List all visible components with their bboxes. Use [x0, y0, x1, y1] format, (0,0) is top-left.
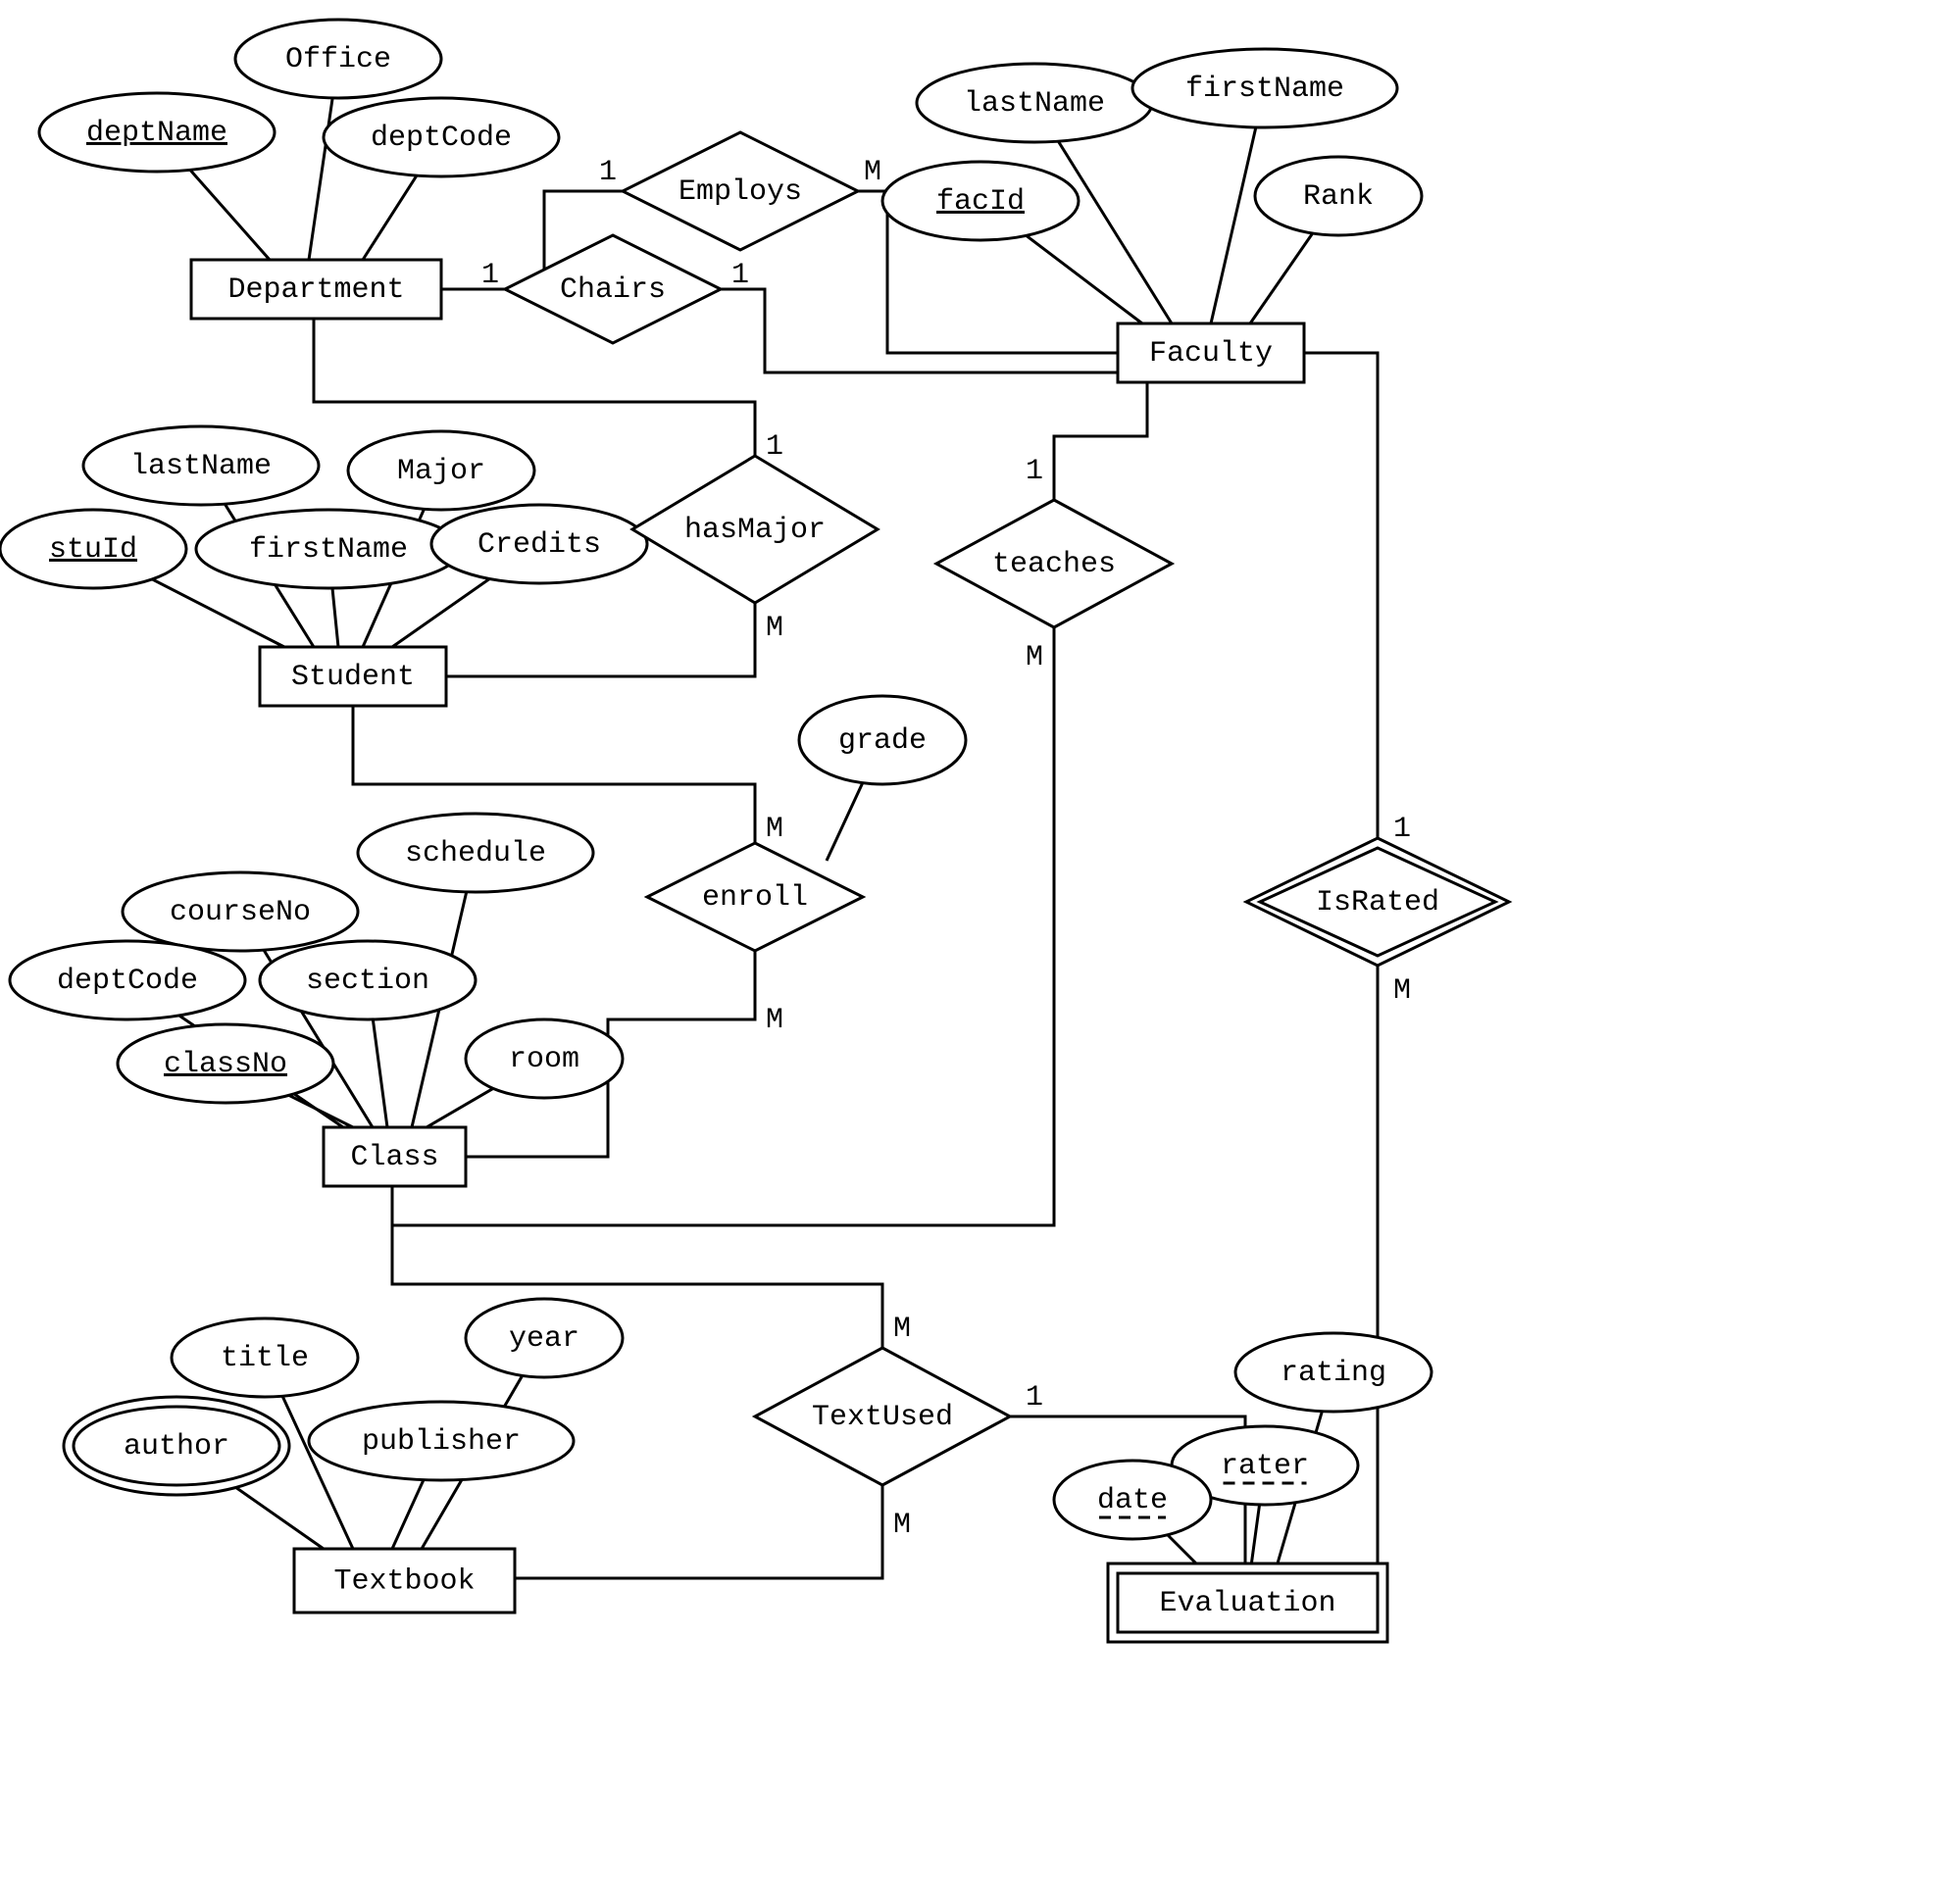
- relationship-label: TextUsed: [812, 1401, 953, 1434]
- relationship-teaches: teaches: [936, 500, 1172, 627]
- attribute-label: deptName: [86, 117, 227, 150]
- attribute-author: author: [64, 1397, 289, 1495]
- cardinality-label: M: [893, 1313, 911, 1346]
- relationship-label: teaches: [992, 548, 1116, 581]
- entity-label: Textbook: [333, 1564, 475, 1598]
- attribute-rating: rating: [1235, 1333, 1432, 1412]
- attribute-stuId: stuId: [0, 510, 186, 588]
- relationship-hasMajor: hasMajor: [632, 456, 878, 603]
- cardinality-label: M: [1026, 641, 1043, 674]
- entity-label: Department: [227, 273, 404, 307]
- cardinality-label: 1: [481, 259, 499, 292]
- entity-label: Class: [350, 1141, 438, 1174]
- attribute-courseNo: courseNo: [123, 872, 358, 951]
- relationship-label: Chairs: [560, 273, 666, 307]
- er-diagram-canvas: deptName Office deptCode lastName firstName f…: [0, 0, 1960, 1887]
- cardinality-label: 1: [599, 156, 617, 189]
- relationship-isRated: IsRated: [1246, 838, 1509, 966]
- entity-class: Class: [324, 1127, 466, 1186]
- attribute-label: Credits: [477, 528, 601, 562]
- attribute-date: date: [1054, 1461, 1211, 1539]
- attribute-section: section: [260, 941, 476, 1019]
- edge-faculty-teaches: [1054, 382, 1147, 513]
- attribute-lastName: lastName: [917, 64, 1152, 142]
- edge-chairs-faculty: [698, 289, 1118, 372]
- attribute-grade: grade: [799, 696, 966, 784]
- relationship-label: IsRated: [1316, 886, 1439, 919]
- attribute-label: date: [1097, 1484, 1168, 1517]
- attribute-schedule: schedule: [358, 814, 593, 892]
- attribute-Rank: Rank: [1255, 157, 1422, 235]
- attribute-label: room: [509, 1043, 579, 1076]
- attribute-label: grade: [838, 724, 927, 758]
- entity-textbook: Textbook: [294, 1549, 515, 1613]
- edge-hasMajor-student: [446, 588, 755, 676]
- attribute-label: rating: [1281, 1357, 1386, 1390]
- entity-label: Student: [291, 661, 415, 694]
- edge-faculty-isRated: [1304, 353, 1378, 859]
- attribute-label: Major: [397, 455, 485, 488]
- cardinality-label: M: [864, 156, 881, 189]
- cardinality-label: M: [1393, 974, 1411, 1008]
- attribute-Credits: Credits: [431, 505, 647, 583]
- attribute-label: deptCode: [371, 122, 512, 155]
- attribute-firstName: firstName: [1132, 49, 1397, 127]
- attribute-label: Office: [285, 43, 391, 76]
- attribute-firstName: firstName: [196, 510, 461, 588]
- relationship-enroll: enroll: [647, 843, 863, 951]
- relationship-label: enroll: [702, 881, 808, 915]
- relationship-employs: Employs: [623, 132, 858, 250]
- cardinality-label: 1: [1393, 813, 1411, 846]
- entity-department: Department: [191, 260, 441, 319]
- relationship-label: hasMajor: [684, 514, 826, 547]
- relationship-textUsed: TextUsed: [755, 1348, 1010, 1485]
- attribute-facId: facId: [882, 162, 1079, 240]
- attribute-label: section: [306, 965, 429, 998]
- cardinality-label: M: [766, 1004, 783, 1037]
- attribute-label: deptCode: [57, 965, 198, 998]
- relationship-chairs: Chairs: [505, 235, 721, 343]
- attribute-title: title: [172, 1318, 358, 1397]
- cardinality-label: M: [766, 813, 783, 846]
- attribute-deptCode: deptCode: [324, 98, 559, 176]
- attribute-room: room: [466, 1019, 623, 1098]
- entity-label: Faculty: [1149, 337, 1273, 371]
- entity-student: Student: [260, 647, 446, 706]
- attribute-Major: Major: [348, 431, 534, 510]
- entity-faculty: Faculty: [1118, 323, 1304, 382]
- edge-textUsed-textbook: [515, 1471, 882, 1578]
- attribute-label: firstName: [249, 533, 408, 567]
- attribute-lastName: lastName: [83, 426, 319, 505]
- attribute-Office: Office: [235, 20, 441, 98]
- attribute-publisher: publisher: [309, 1402, 574, 1480]
- attribute-label: facId: [936, 185, 1025, 219]
- attribute-label: rater: [1221, 1450, 1309, 1483]
- attribute-classNo: classNo: [118, 1024, 333, 1103]
- attribute-label: publisher: [362, 1425, 521, 1459]
- cardinality-label: 1: [1026, 455, 1043, 488]
- attribute-label: lastName: [130, 450, 272, 483]
- cardinality-label: 1: [731, 259, 749, 292]
- attribute-label: stuId: [49, 533, 137, 567]
- attribute-label: schedule: [405, 837, 546, 870]
- attribute-label: firstName: [1185, 73, 1344, 106]
- cardinality-label: 1: [766, 430, 783, 464]
- attribute-deptCode: deptCode: [10, 941, 245, 1019]
- attribute-label: classNo: [164, 1048, 287, 1081]
- cardinality-label: M: [893, 1509, 911, 1542]
- attribute-label: lastName: [964, 87, 1105, 121]
- entity-evaluation: Evaluation: [1108, 1564, 1387, 1642]
- entity-label: Evaluation: [1159, 1587, 1335, 1620]
- relationship-label: Employs: [678, 175, 802, 209]
- cardinality-label: M: [766, 612, 783, 645]
- attribute-label: year: [509, 1322, 579, 1356]
- cardinality-label: 1: [1026, 1381, 1043, 1415]
- attribute-label: author: [124, 1430, 229, 1464]
- attribute-label: title: [221, 1342, 309, 1375]
- attribute-label: courseNo: [170, 896, 311, 929]
- attribute-year: year: [466, 1299, 623, 1377]
- attribute-deptName: deptName: [39, 93, 275, 172]
- attribute-label: Rank: [1303, 180, 1374, 214]
